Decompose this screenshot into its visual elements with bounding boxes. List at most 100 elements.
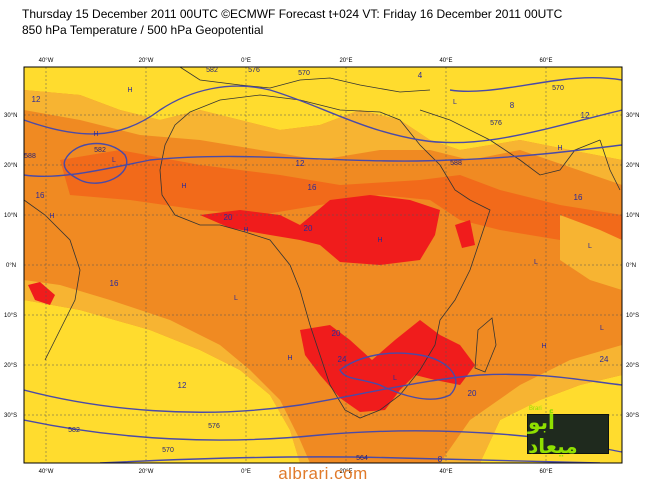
lat-right-label: 30°N [626, 113, 639, 119]
lon-top-label: 40°E [439, 58, 452, 64]
lat-left-label: 10°S [4, 313, 17, 319]
isotherm-label: 12 [32, 95, 41, 104]
high-pressure-marker: H [127, 87, 132, 94]
isotherm-label: 24 [338, 355, 347, 364]
temp-hot-south [300, 320, 475, 412]
low-pressure-marker: L [453, 99, 457, 106]
isotherm-label: 24 [600, 355, 609, 364]
low-pressure-marker: L [588, 243, 592, 250]
isotherm-label: 16 [574, 193, 583, 202]
temp-east-cool [560, 215, 622, 290]
low-pressure-marker: L [534, 259, 538, 266]
high-pressure-marker: H [93, 131, 98, 138]
low-pressure-marker: L [234, 295, 238, 302]
lat-right-label: 30°S [626, 413, 639, 419]
lat-right-label: 20°S [626, 363, 639, 369]
geopotential-contours [24, 77, 622, 463]
lat-left-label: 0°N [6, 263, 16, 269]
geopotential-labels: 582 576 570 582 588 588 576 570 564 570 … [24, 67, 564, 462]
graticule [24, 67, 622, 463]
isotherm-label: 20 [224, 213, 233, 222]
z500-contour-northeast [449, 77, 622, 93]
lat-right-label: 0°N [626, 263, 636, 269]
z500-contour-south-3 [99, 456, 601, 463]
lon-labels: 40°W 20°W 0°E 20°E 40°E 60°E 40°W 20°W 0… [39, 58, 553, 475]
isotherm-label: 12 [178, 381, 187, 390]
lon-bottom-label: 0°E [241, 469, 251, 475]
z500-contour-south-loop [339, 352, 457, 400]
isotherm-label: 12 [581, 111, 590, 120]
lat-left-label: 30°N [4, 113, 17, 119]
high-pressure-marker: H [557, 145, 562, 152]
site-watermark: albrari.com [278, 464, 368, 483]
lat-right-label: 20°N [626, 163, 639, 169]
lon-bottom-label: 20°W [139, 469, 154, 475]
temp-south-cool [24, 300, 300, 463]
high-pressure-marker: H [243, 227, 248, 234]
geopotential-label: 570 [552, 85, 564, 92]
lon-top-label: 40°W [39, 58, 54, 64]
pressure-centers: H H H H H H H H H L L L L L L L [49, 87, 604, 382]
low-pressure-marker: L [600, 325, 604, 332]
geopotential-label: 570 [298, 70, 310, 77]
z500-contour-south-1 [24, 373, 622, 413]
geopotential-label: 582 [206, 67, 218, 74]
lat-left-label: 10°N [4, 213, 17, 219]
low-pressure-marker: L [112, 157, 116, 164]
lat-right-label: 10°S [626, 313, 639, 319]
coast-madagascar [474, 317, 497, 373]
coast-africa [159, 94, 491, 419]
z500-contour-northwest-low [63, 142, 128, 184]
lat-right-label: 10°N [626, 213, 639, 219]
lat-labels: 30°N 20°N 10°N 0°N 10°S 20°S 30°S 30°N 2… [4, 113, 639, 419]
lat-left-label: 20°N [4, 163, 17, 169]
high-pressure-marker: H [287, 355, 292, 362]
lat-left-label: 20°S [4, 363, 17, 369]
lon-bottom-label: 20°E [339, 469, 352, 475]
isotherm-label: 12 [296, 159, 305, 168]
temp-north-cool [24, 67, 622, 160]
isotherm-label: 16 [36, 191, 45, 200]
logo-subtext: Brari [529, 406, 542, 412]
forecast-title: Thursday 15 December 2011 00UTC ©ECMWF F… [22, 7, 563, 21]
geopotential-label: 576 [208, 423, 220, 430]
z500-contour-north [24, 85, 622, 144]
coast-europe [179, 67, 431, 93]
isotherm-label: 8 [438, 455, 443, 464]
forecast-subtitle: 850 hPa Temperature / 500 hPa Geopotenti… [22, 23, 264, 37]
temp-hot-central [200, 195, 440, 265]
isotherm-label: 20 [468, 389, 477, 398]
isotherm-label: 20 [304, 224, 313, 233]
lon-bottom-label: 40°W [39, 469, 54, 475]
lon-top-label: 60°E [539, 58, 552, 64]
temperature-field [24, 67, 622, 463]
isotherm-label: 8 [510, 101, 515, 110]
geopotential-label: 576 [490, 120, 502, 127]
coast-india [599, 139, 621, 191]
geopotential-label: 588 [450, 160, 462, 167]
temp-north-mild [24, 90, 622, 185]
isotherm-label: 4 [418, 71, 423, 80]
geopotential-label: 588 [24, 153, 36, 160]
geopotential-label: 582 [68, 427, 80, 434]
high-pressure-marker: H [181, 183, 186, 190]
geopotential-label: 576 [248, 67, 260, 74]
lon-bottom-label: 60°E [539, 469, 552, 475]
logo-watermark: أبو ميعاد [527, 410, 609, 458]
lat-left-label: 30°S [4, 413, 17, 419]
map-frame [23, 66, 623, 464]
geopotential-label: 564 [356, 455, 368, 462]
lon-top-label: 20°W [139, 58, 154, 64]
geopotential-label: 582 [94, 147, 106, 154]
temp-hot-east [455, 220, 475, 248]
lon-bottom-label: 40°E [439, 469, 452, 475]
isotherm-label: 16 [308, 183, 317, 192]
lon-top-label: 0°E [241, 58, 251, 64]
z500-contour-tropic-north [24, 144, 622, 178]
isotherm-labels: 4 8 8 12 12 12 12 16 16 16 16 20 20 20 2… [32, 71, 609, 464]
lon-top-label: 20°E [339, 58, 352, 64]
geopotential-label: 570 [162, 447, 174, 454]
high-pressure-marker: H [377, 237, 382, 244]
temp-hot-west [28, 282, 55, 305]
